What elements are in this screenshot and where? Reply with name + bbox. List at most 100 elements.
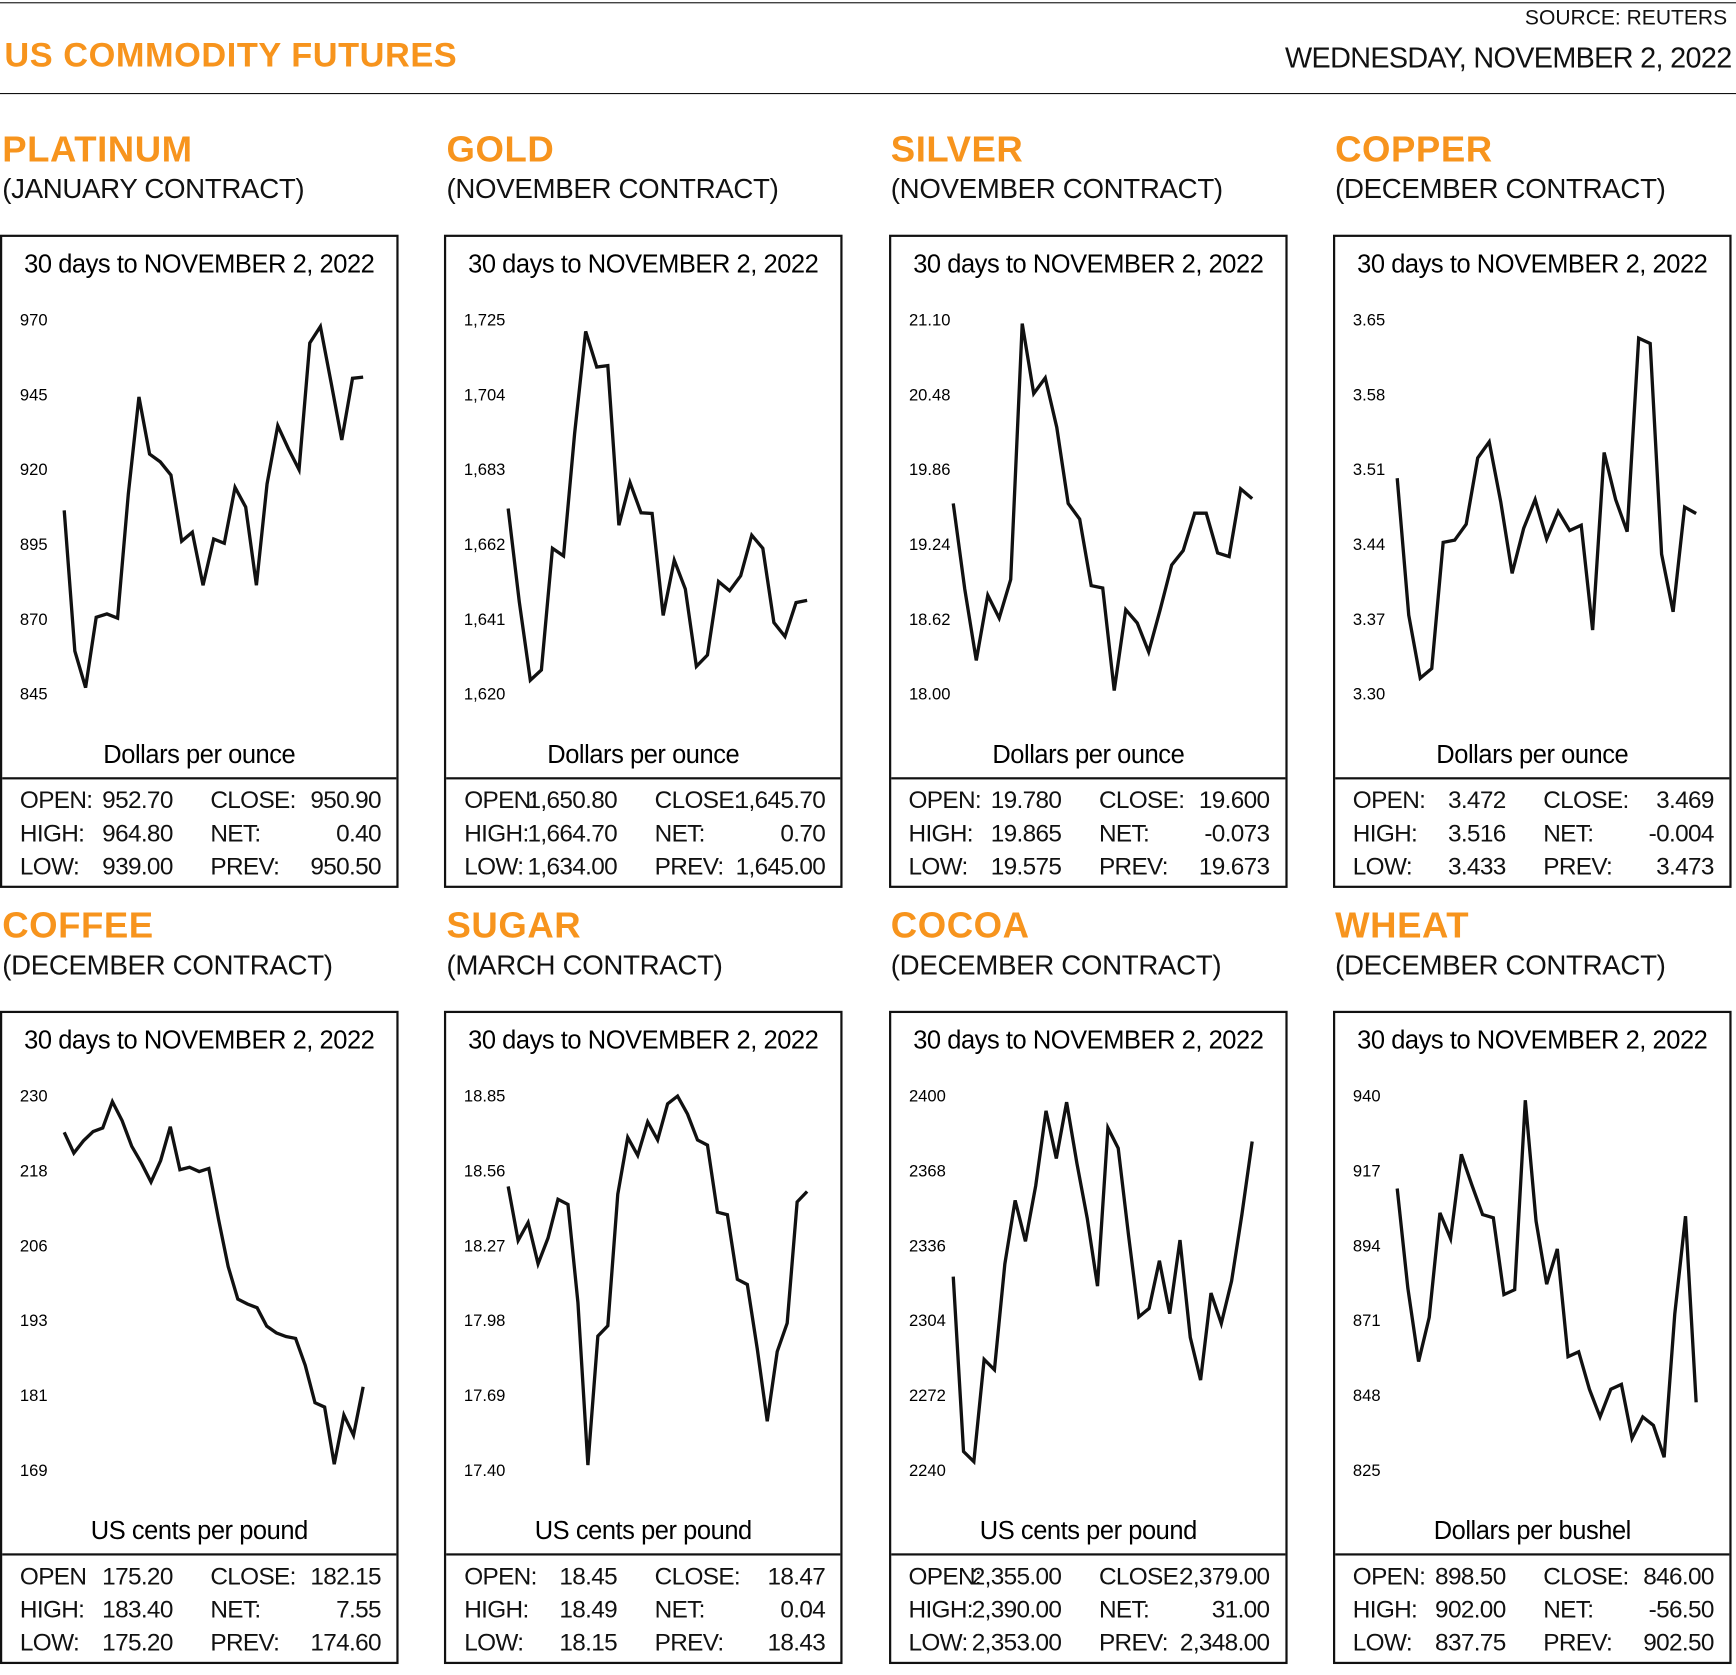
commodity-name: WHEAT: [1335, 905, 1469, 947]
stat-value: 31.00: [1212, 1595, 1270, 1624]
line-chart: 30 days to NOVEMBER 2, 20222302182061931…: [2, 1013, 396, 1553]
stat-label: HIGH:: [909, 1595, 973, 1624]
stat-value: 19.865: [991, 819, 1062, 848]
stat-value: 3.516: [1448, 819, 1506, 848]
header-rule: [0, 93, 1736, 94]
commodity-name: SUGAR: [447, 905, 582, 947]
y-tick-label: 3.44: [1353, 535, 1385, 554]
date-line: WEDNESDAY, NOVEMBER 2, 2022: [1285, 41, 1732, 75]
top-rule: [0, 2, 1736, 3]
y-tick-label: 1,725: [464, 310, 506, 329]
stat-label: LOW:: [909, 1629, 968, 1658]
y-tick-label: 18.85: [464, 1087, 506, 1106]
contract-label: (JANUARY CONTRACT): [2, 174, 304, 206]
panel-wheat: WHEAT(DECEMBER CONTRACT)30 days to NOVEM…: [1333, 900, 1734, 1675]
stat-label: HIGH:: [909, 819, 973, 848]
stat-value: 2,348.00: [1180, 1629, 1270, 1658]
line-chart: 30 days to NOVEMBER 2, 20222400236823362…: [891, 1013, 1285, 1553]
stat-label: PREV:: [1099, 852, 1168, 881]
source-credit: SOURCE: REUTERS: [1525, 7, 1727, 31]
stat-value: 2,390.00: [972, 1595, 1062, 1624]
y-tick-label: 3.37: [1353, 610, 1385, 629]
chart-title: 30 days to NOVEMBER 2, 2022: [1357, 1026, 1707, 1054]
stat-label: HIGH:: [1353, 819, 1417, 848]
commodity-name: PLATINUM: [2, 128, 192, 170]
stat-value: 2,379.00: [1180, 1562, 1270, 1591]
panel-cocoa: COCOA(DECEMBER CONTRACT)30 days to NOVEM…: [889, 900, 1290, 1675]
stat-label: LOW:: [464, 852, 523, 881]
stat-value: 2,355.00: [972, 1562, 1062, 1591]
y-tick-label: 3.51: [1353, 460, 1385, 479]
y-tick-label: 1,662: [464, 535, 506, 554]
y-tick-label: 825: [1353, 1461, 1381, 1480]
stat-value: 1,645.00: [736, 852, 826, 881]
contract-label: (DECEMBER CONTRACT): [891, 950, 1221, 982]
stat-label: OPEN:: [909, 786, 981, 815]
line-chart: 30 days to NOVEMBER 2, 20229409178948718…: [1335, 1013, 1729, 1553]
y-tick-label: 895: [20, 535, 48, 554]
y-tick-label: 169: [20, 1461, 48, 1480]
contract-label: (DECEMBER CONTRACT): [2, 950, 332, 982]
stat-value: 19.575: [991, 852, 1062, 881]
stat-label: NET:: [1099, 1595, 1149, 1624]
stat-label: PREV:: [1543, 1629, 1612, 1658]
stat-label: CLOSE:: [210, 786, 295, 815]
stat-value: 183.40: [102, 1595, 173, 1624]
chart-title: 30 days to NOVEMBER 2, 2022: [913, 1026, 1263, 1054]
stat-value: 174.60: [310, 1629, 381, 1658]
panel-platinum: PLATINUM(JANUARY CONTRACT)30 days to NOV…: [0, 124, 401, 899]
panel-sugar: SUGAR(MARCH CONTRACT)30 days to NOVEMBER…: [444, 900, 845, 1675]
stat-value: 1,664.70: [528, 819, 618, 848]
stat-value: 3.433: [1448, 852, 1506, 881]
unit-label: Dollars per ounce: [103, 741, 295, 769]
y-tick-label: 17.69: [464, 1386, 506, 1405]
panel-gold: GOLD(NOVEMBER CONTRACT)30 days to NOVEMB…: [444, 124, 845, 899]
commodity-name: COFFEE: [2, 905, 154, 947]
price-line: [1397, 338, 1696, 678]
stat-label: OPEN: [20, 1562, 86, 1591]
y-tick-label: 20.48: [909, 385, 951, 404]
stat-label: LOW:: [909, 852, 968, 881]
stat-label: OPEN:: [464, 1562, 536, 1591]
stat-label: LOW:: [464, 1629, 523, 1658]
stat-label: HIGH:: [20, 819, 84, 848]
y-tick-label: 920: [20, 460, 48, 479]
stat-value: 18.47: [768, 1562, 826, 1591]
y-tick-label: 917: [1353, 1161, 1381, 1180]
price-line: [509, 331, 808, 680]
commodity-name: COPPER: [1335, 128, 1493, 170]
unit-label: Dollars per ounce: [548, 741, 740, 769]
stat-label: LOW:: [20, 852, 79, 881]
stat-label: PREV:: [655, 852, 724, 881]
y-tick-label: 19.24: [909, 535, 951, 554]
y-tick-label: 17.40: [464, 1461, 506, 1480]
stat-value: 18.49: [559, 1595, 617, 1624]
price-line: [64, 326, 363, 687]
unit-label: Dollars per bushel: [1434, 1517, 1631, 1545]
stat-value: 18.45: [559, 1562, 617, 1591]
stat-value: 950.90: [310, 786, 381, 815]
price-line: [64, 1102, 363, 1465]
stat-label: CLOSE:: [210, 1562, 295, 1591]
stat-label: OPEN:: [20, 786, 92, 815]
stat-label: OPEN:: [1353, 786, 1425, 815]
y-tick-label: 894: [1353, 1236, 1381, 1255]
y-tick-label: 206: [20, 1236, 48, 1255]
stat-label: NET:: [1099, 819, 1149, 848]
